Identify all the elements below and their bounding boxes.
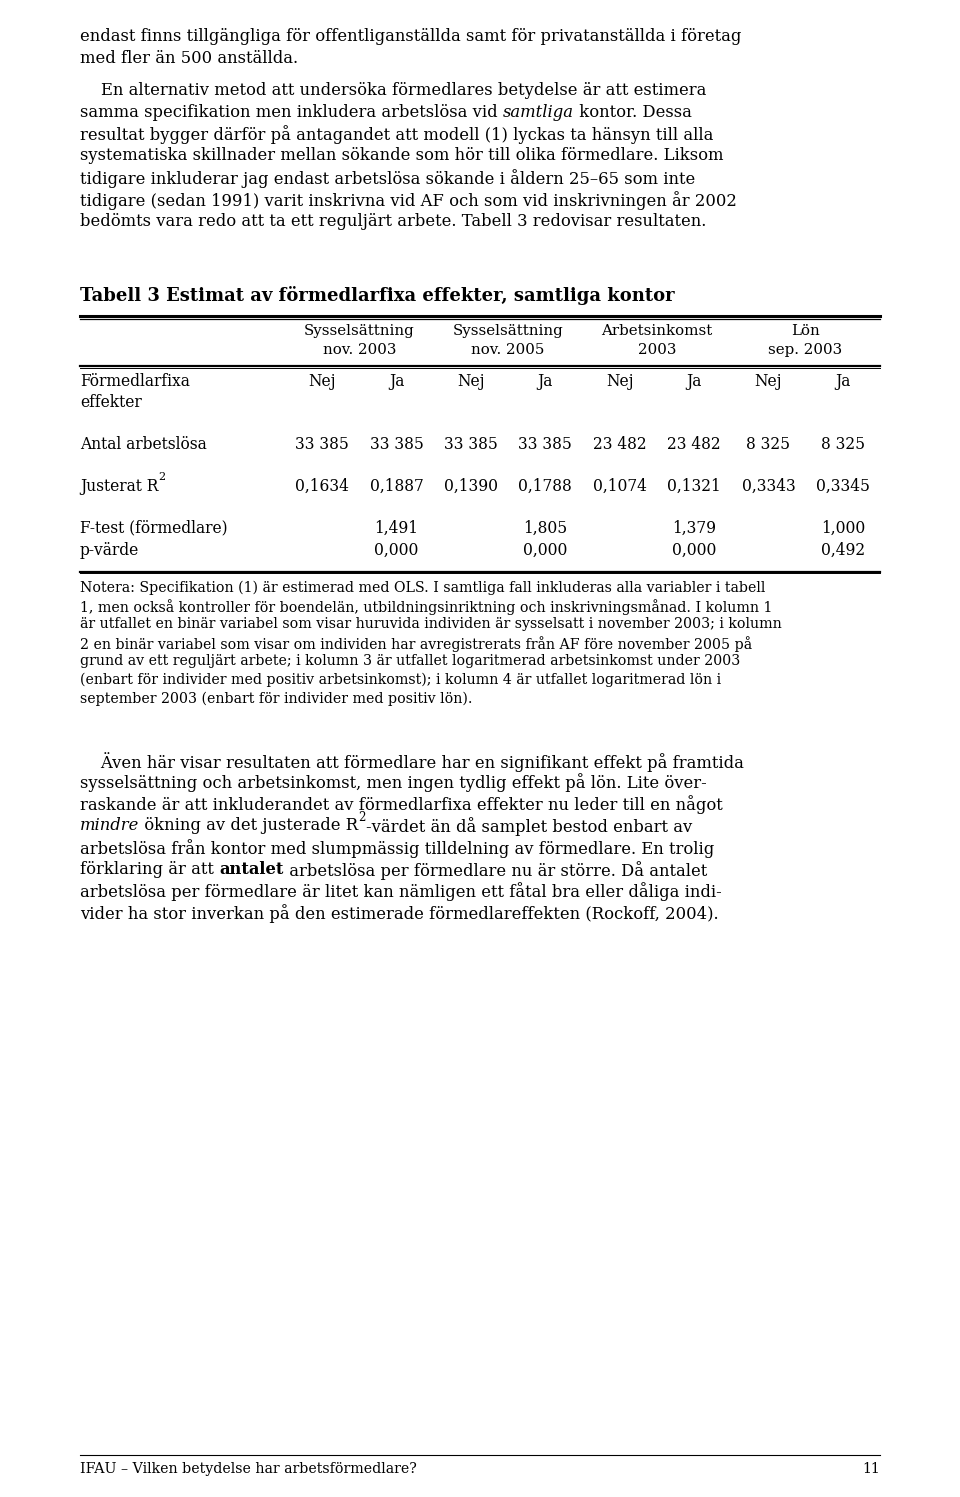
Text: nov. 2005: nov. 2005 — [471, 343, 545, 358]
Text: 1,000: 1,000 — [821, 519, 865, 537]
Text: Notera: Specifikation (1) är estimerad med OLS. I samtliga fall inkluderas alla : Notera: Specifikation (1) är estimerad m… — [80, 581, 765, 594]
Text: (enbart för individer med positiv arbetsinkomst); i kolumn 4 är utfallet logarit: (enbart för individer med positiv arbets… — [80, 672, 721, 687]
Text: sysselsättning och arbetsinkomst, men ingen tydlig effekt på lön. Lite över-: sysselsättning och arbetsinkomst, men in… — [80, 774, 707, 792]
Text: 1,491: 1,491 — [374, 519, 419, 537]
Text: Ja: Ja — [389, 373, 404, 391]
Text: -värdet än då samplet bestod enbart av: -värdet än då samplet bestod enbart av — [366, 817, 692, 835]
Text: 2 en binär variabel som visar om individen har avregistrerats från AF före novem: 2 en binär variabel som visar om individ… — [80, 636, 752, 651]
Text: 33 385: 33 385 — [518, 436, 572, 452]
Text: kontor. Dessa: kontor. Dessa — [574, 103, 692, 121]
Text: 0,1321: 0,1321 — [667, 478, 721, 496]
Text: 0,3345: 0,3345 — [816, 478, 870, 496]
Text: Sysselsättning: Sysselsättning — [304, 323, 415, 338]
Text: 0,1390: 0,1390 — [444, 478, 498, 496]
Text: effekter: effekter — [80, 394, 142, 410]
Text: 1,379: 1,379 — [672, 519, 716, 537]
Text: Nej: Nej — [457, 373, 485, 391]
Text: Arbetsinkomst: Arbetsinkomst — [601, 323, 712, 338]
Text: Justerat R: Justerat R — [80, 478, 158, 496]
Text: antalet: antalet — [219, 861, 283, 877]
Text: mindre: mindre — [80, 817, 139, 834]
Text: samma specifikation men inkludera arbetslösa vid: samma specifikation men inkludera arbets… — [80, 103, 503, 121]
Text: p-värde: p-värde — [80, 542, 139, 558]
Text: grund av ett reguljärt arbete; i kolumn 3 är utfallet logaritmerad arbetsinkomst: grund av ett reguljärt arbete; i kolumn … — [80, 654, 740, 668]
Text: F-test (förmedlare): F-test (förmedlare) — [80, 519, 228, 537]
Text: bedömts vara redo att ta ett reguljärt arbete. Tabell 3 redovisar resultaten.: bedömts vara redo att ta ett reguljärt a… — [80, 213, 707, 229]
Text: IFAU – Vilken betydelse har arbetsförmedlare?: IFAU – Vilken betydelse har arbetsförmed… — [80, 1463, 417, 1476]
Text: Nej: Nej — [606, 373, 634, 391]
Text: är utfallet en binär variabel som visar huruvida individen är sysselsatt i novem: är utfallet en binär variabel som visar … — [80, 617, 781, 632]
Text: 0,1634: 0,1634 — [296, 478, 349, 496]
Text: 33 385: 33 385 — [370, 436, 423, 452]
Text: 2003: 2003 — [637, 343, 676, 358]
Text: Lön: Lön — [791, 323, 820, 338]
Text: arbetslösa per förmedlare nu är större. Då antalet: arbetslösa per förmedlare nu är större. … — [283, 861, 707, 880]
Text: Ja: Ja — [686, 373, 702, 391]
Text: Även här visar resultaten att förmedlare har en signifikant effekt på framtida: Även här visar resultaten att förmedlare… — [80, 751, 744, 771]
Text: arbetslösa per förmedlare är litet kan nämligen ett fåtal bra eller dåliga indi-: arbetslösa per förmedlare är litet kan n… — [80, 882, 722, 901]
Text: Sysselsättning: Sysselsättning — [453, 323, 564, 338]
Text: 33 385: 33 385 — [296, 436, 349, 452]
Text: En alternativ metod att undersöka förmedlares betydelse är att estimera: En alternativ metod att undersöka förmed… — [80, 82, 707, 99]
Text: Antal arbetslösa: Antal arbetslösa — [80, 436, 206, 452]
Text: 0,000: 0,000 — [672, 542, 716, 558]
Text: 0,3343: 0,3343 — [741, 478, 795, 496]
Text: vider ha stor inverkan på den estimerade förmedlareffekten (Rockoff, 2004).: vider ha stor inverkan på den estimerade… — [80, 904, 719, 924]
Text: 2: 2 — [158, 472, 165, 482]
Text: tidigare inkluderar jag endast arbetslösa sökande i åldern 25–65 som inte: tidigare inkluderar jag endast arbetslös… — [80, 169, 695, 189]
Text: Ja: Ja — [538, 373, 553, 391]
Text: 2: 2 — [358, 811, 366, 823]
Text: systematiska skillnader mellan sökande som hör till olika förmedlare. Liksom: systematiska skillnader mellan sökande s… — [80, 147, 724, 165]
Text: 23 482: 23 482 — [667, 436, 721, 452]
Text: raskande är att inkluderandet av förmedlarfixa effekter nu leder till en något: raskande är att inkluderandet av förmedl… — [80, 795, 723, 814]
Text: ökning av det justerade R: ökning av det justerade R — [139, 817, 358, 834]
Text: Tabell 3 Estimat av förmedlarfixa effekter, samtliga kontor: Tabell 3 Estimat av förmedlarfixa effekt… — [80, 286, 675, 305]
Text: 8 325: 8 325 — [746, 436, 790, 452]
Text: september 2003 (enbart för individer med positiv lön).: september 2003 (enbart för individer med… — [80, 692, 472, 705]
Text: arbetslösa från kontor med slumpmässig tilldelning av förmedlare. En trolig: arbetslösa från kontor med slumpmässig t… — [80, 838, 714, 858]
Text: 33 385: 33 385 — [444, 436, 498, 452]
Text: nov. 2003: nov. 2003 — [323, 343, 396, 358]
Text: sep. 2003: sep. 2003 — [769, 343, 843, 358]
Text: 0,000: 0,000 — [523, 542, 567, 558]
Text: med fler än 500 anställda.: med fler än 500 anställda. — [80, 49, 299, 67]
Text: 0,492: 0,492 — [821, 542, 865, 558]
Text: Förmedlarfixa: Förmedlarfixa — [80, 373, 190, 391]
Text: endast finns tillgängliga för offentliganställda samt för privatanställda i före: endast finns tillgängliga för offentliga… — [80, 28, 741, 45]
Text: 8 325: 8 325 — [821, 436, 865, 452]
Text: resultat bygger därför på antagandet att modell (1) lyckas ta hänsyn till alla: resultat bygger därför på antagandet att… — [80, 126, 713, 144]
Text: Ja: Ja — [835, 373, 851, 391]
Text: 0,1074: 0,1074 — [592, 478, 647, 496]
Text: tidigare (sedan 1991) varit inskrivna vid AF och som vid inskrivningen år 2002: tidigare (sedan 1991) varit inskrivna vi… — [80, 190, 737, 210]
Text: 1, men också kontroller för boendelän, utbildningsinriktning och inskrivningsmån: 1, men också kontroller för boendelän, u… — [80, 599, 773, 615]
Text: 23 482: 23 482 — [593, 436, 646, 452]
Text: 0,1788: 0,1788 — [518, 478, 572, 496]
Text: 0,1887: 0,1887 — [370, 478, 423, 496]
Text: 1,805: 1,805 — [523, 519, 567, 537]
Text: förklaring är att: förklaring är att — [80, 861, 219, 877]
Text: samtliga: samtliga — [503, 103, 574, 121]
Text: 0,000: 0,000 — [374, 542, 419, 558]
Text: Nej: Nej — [308, 373, 336, 391]
Text: Nej: Nej — [755, 373, 782, 391]
Text: 11: 11 — [862, 1463, 880, 1476]
